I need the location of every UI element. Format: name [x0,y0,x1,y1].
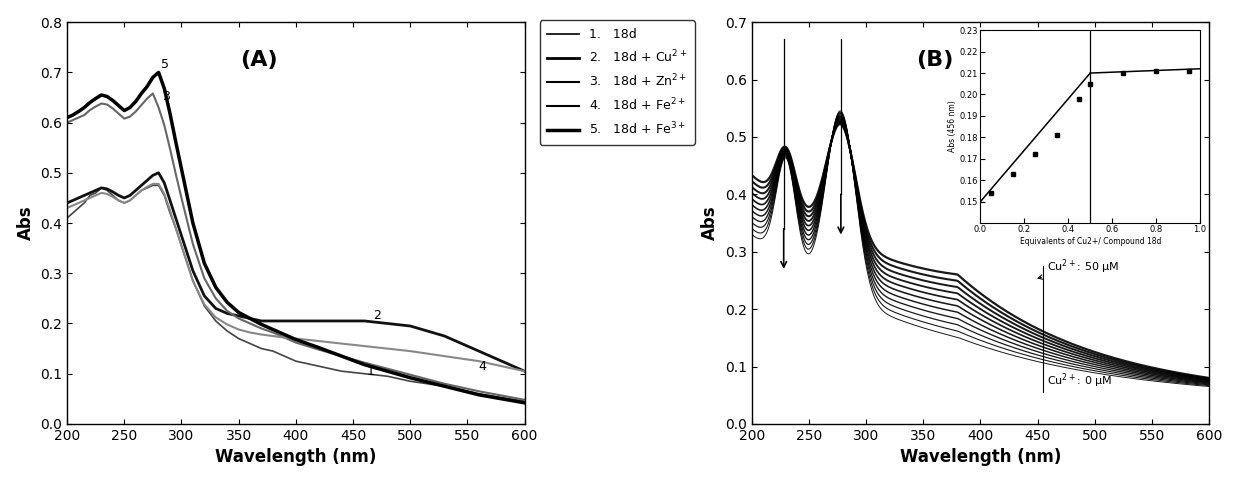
Text: (A): (A) [240,50,278,71]
Y-axis label: Abs: Abs [16,206,35,241]
X-axis label: Wavelength (nm): Wavelength (nm) [900,448,1061,466]
X-axis label: Wavelength (nm): Wavelength (nm) [216,448,377,466]
Text: 3: 3 [162,90,170,103]
Text: 1: 1 [367,365,374,378]
Text: Cu$^{2+}$: 0 μM: Cu$^{2+}$: 0 μM [1047,372,1113,390]
Legend: 1.   18d, 2.   18d + Cu$^{2+}$, 3.   18d + Zn$^{2+}$, 4.   18d + Fe$^{2+}$, 5.  : 1. 18d, 2. 18d + Cu$^{2+}$, 3. 18d + Zn$… [540,20,695,145]
Text: 4: 4 [478,360,487,373]
Text: (B): (B) [916,50,953,71]
Text: 2: 2 [374,310,382,323]
Y-axis label: Abs: Abs [701,206,720,241]
Text: 5: 5 [161,58,169,71]
Text: Cu$^{2+}$: 50 μM: Cu$^{2+}$: 50 μM [1038,257,1119,279]
